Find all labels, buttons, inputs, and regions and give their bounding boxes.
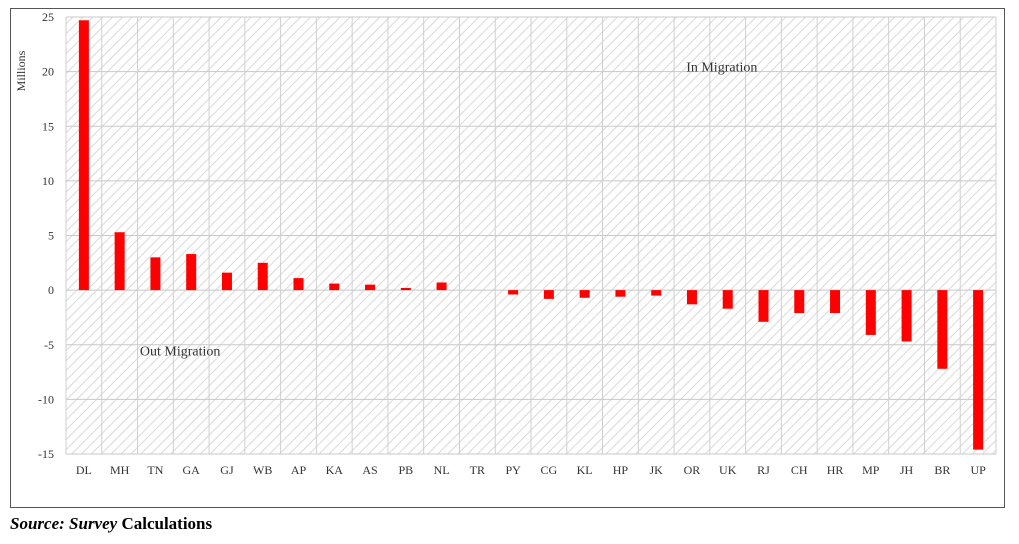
- bar-wb: [257, 262, 268, 291]
- x-tick-label: CH: [791, 463, 808, 477]
- bar-uk: [722, 290, 733, 309]
- bar-ka: [329, 283, 340, 291]
- x-tick-label: PB: [398, 463, 413, 477]
- y-tick-label: 5: [48, 229, 54, 243]
- x-tick-label: OR: [684, 463, 701, 477]
- bar-or: [686, 290, 697, 305]
- bar-mp: [865, 290, 876, 335]
- y-axis-ticks: 25 20 15 10 5 0 -5 -10 -15: [38, 10, 54, 461]
- annotations: In Migration Out Migration: [140, 61, 757, 360]
- x-tick-label: HP: [613, 463, 629, 477]
- bar-gj: [221, 272, 232, 291]
- x-tick-label: JK: [650, 463, 664, 477]
- x-tick-label: KA: [326, 463, 344, 477]
- y-axis-label: Millions: [14, 50, 28, 91]
- y-tick-label: 15: [42, 119, 54, 133]
- bar-pb: [400, 287, 411, 291]
- y-tick-label: -5: [44, 338, 54, 352]
- bar-as: [365, 284, 376, 291]
- x-tick-label: NL: [434, 463, 450, 477]
- x-tick-label: UK: [719, 463, 737, 477]
- x-tick-label: TR: [470, 463, 485, 477]
- annotation-label: Out Migration: [140, 345, 221, 360]
- bar-jh: [901, 290, 912, 342]
- bar-hr: [830, 290, 841, 314]
- y-tick-label: 10: [42, 174, 54, 188]
- bar-ga: [186, 254, 197, 291]
- bar-br: [937, 290, 948, 369]
- x-tick-label: KL: [577, 463, 593, 477]
- x-tick-label: MP: [862, 463, 880, 477]
- y-tick-label: 25: [42, 10, 54, 24]
- x-axis-ticks: DL MH TN GA GJ WB AP KA AS PB NL TR PY CG KL HP JK OR UK RJ…: [76, 463, 986, 477]
- source-note: Source: Survey Calculations: [10, 514, 212, 534]
- bar-cg: [543, 290, 554, 299]
- bar-py: [508, 290, 519, 295]
- x-tick-label: TN: [147, 463, 163, 477]
- grid-lines: [65, 16, 997, 455]
- bar-mh: [114, 232, 125, 291]
- x-tick-label: PY: [505, 463, 521, 477]
- x-tick-label: UP: [970, 463, 986, 477]
- bar-tn: [150, 257, 161, 291]
- x-tick-label: DL: [76, 463, 92, 477]
- bar-ch: [794, 290, 805, 314]
- x-tick-label: AS: [362, 463, 377, 477]
- x-tick-label: HR: [827, 463, 844, 477]
- y-tick-label: -10: [38, 392, 54, 406]
- x-tick-label: GJ: [220, 463, 234, 477]
- source-rest: Calculations: [121, 514, 213, 533]
- annotation-label: In Migration: [686, 61, 757, 76]
- x-tick-label: WB: [253, 463, 272, 477]
- bar-hp: [615, 290, 626, 297]
- bar-rj: [758, 290, 769, 322]
- y-tick-label: 20: [42, 65, 54, 79]
- y-tick-label: -15: [38, 447, 54, 461]
- y-tick-label: 0: [48, 283, 54, 297]
- bar-up: [973, 290, 984, 450]
- x-tick-label: CG: [541, 463, 558, 477]
- source-emphasis: Survey: [69, 514, 118, 533]
- x-tick-label: BR: [934, 463, 950, 477]
- chart-frame: 25 20 15 10 5 0 -5 -10 -15 DL MH TN GA GJ WB AP KA AS PB N…: [10, 8, 1005, 508]
- x-tick-label: RJ: [757, 463, 770, 477]
- x-tick-label: GA: [183, 463, 201, 477]
- x-tick-label: MH: [110, 463, 130, 477]
- bar-ap: [293, 278, 304, 291]
- bars: [78, 20, 984, 450]
- bar-jk: [651, 290, 662, 296]
- bar-nl: [436, 282, 447, 291]
- x-tick-label: AP: [291, 463, 307, 477]
- source-label: Source:: [10, 514, 65, 533]
- bar-chart: 25 20 15 10 5 0 -5 -10 -15 DL MH TN GA GJ WB AP KA AS PB N…: [14, 10, 997, 477]
- bar-dl: [78, 20, 89, 291]
- x-tick-label: JH: [900, 463, 914, 477]
- bar-kl: [579, 290, 590, 298]
